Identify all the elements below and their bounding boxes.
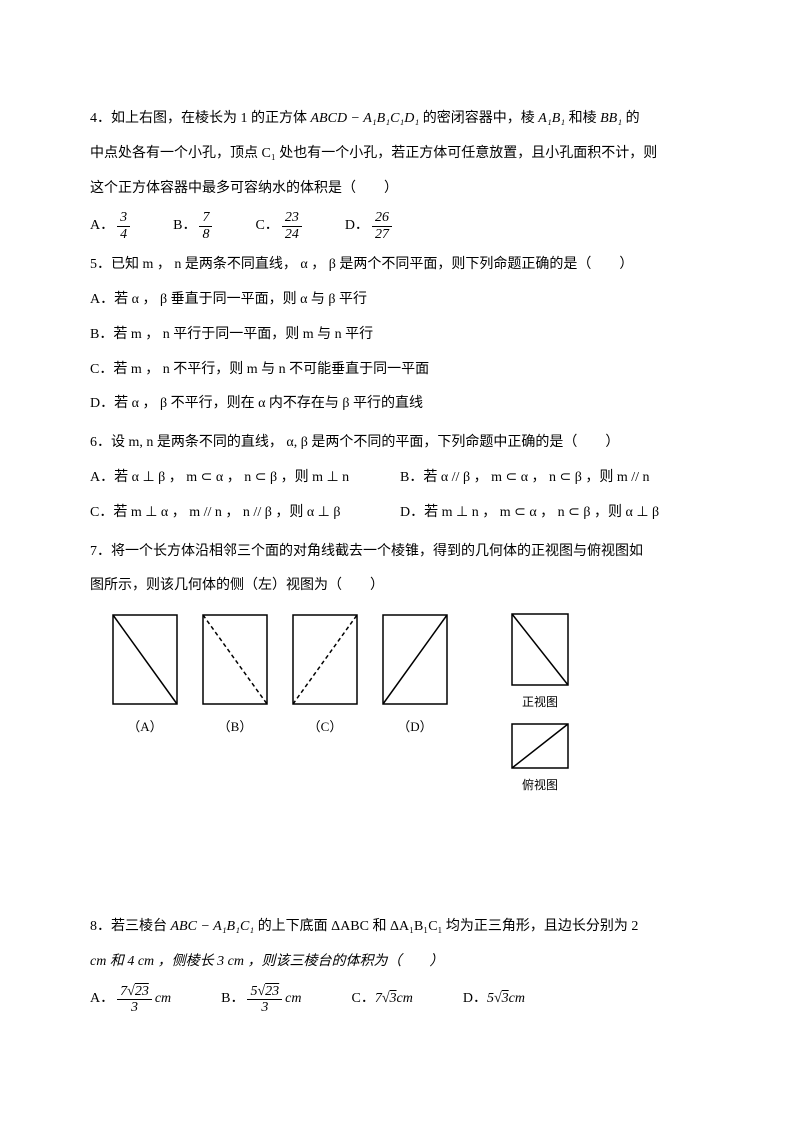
q5-option-c: C．若 m ， n 不平行，则 m 与 n 不可能垂直于同一平面 [90, 355, 710, 386]
fraction: 2324 [282, 210, 302, 242]
unit: cm [285, 984, 301, 1015]
q8-text: cm 和 4 cm ，侧棱长 3 cm ，则该三棱台的体积为（ ） [90, 954, 443, 969]
diagram-a-icon [110, 612, 180, 707]
q4-edge1: A₁B₁ [538, 111, 565, 126]
option-label: C． [255, 211, 278, 242]
q6-row2: C．若 m ⊥ α ， m // n ， n // β ，则 α ⊥ β D．若… [90, 498, 710, 529]
q8-option-d: D． 5√3cm [463, 984, 525, 1016]
q5-option-d: D．若 α ， β 不平行，则在 α 内不存在与 β 平行的直线 [90, 389, 710, 420]
q6-option-d: D．若 m ⊥ n ， m ⊂ α ， n ⊂ β ，则 α ⊥ β [400, 498, 710, 529]
option-label: B． [221, 984, 244, 1015]
q4-edge2: BB₁ [600, 111, 622, 126]
q4-cube: ABCD − A₁B₁C₁D₁ [311, 111, 420, 126]
q7-figure-b: （B） [200, 612, 270, 742]
q8-options: A． 7√23 3 cm B． 5√23 3 cm C． 7√3cm D． 5√… [90, 984, 710, 1016]
q4-line2: 中点处各有一个小孔，顶点 C₁ 处也有一个小孔，若正方体可任意放置，且小孔面积不… [90, 139, 710, 170]
q7-reference-views: 正视图 俯视图 [510, 612, 570, 798]
fraction: 34 [117, 210, 130, 242]
q4-option-a: A． 34 [90, 210, 133, 242]
option-label: C． [352, 984, 375, 1015]
q4-line3: 这个正方体容器中最多可容纳水的体积是（ ） [90, 174, 710, 205]
front-view-label: 正视图 [510, 689, 570, 715]
q7-figure-a: （A） [110, 612, 180, 742]
q6-option-c: C．若 m ⊥ α ， m // n ， n // β ，则 α ⊥ β [90, 498, 400, 529]
question-4: 4．如上右图，在棱长为 1 的正方体 ABCD − A₁B₁C₁D₁ 的密闭容器… [90, 104, 710, 242]
q8-text: 的上下底面 ΔABC 和 ΔA₁B₁C₁ 均为正三角形，且边长分别为 2 [254, 919, 638, 934]
q8-option-b: B． 5√23 3 cm [221, 984, 301, 1016]
option-label: D． [345, 211, 369, 242]
fraction: 2627 [372, 210, 392, 242]
q7-figures: （A） （B） （C） （D [110, 612, 710, 798]
question-5: 5．已知 m ， n 是两条不同直线， α ， β 是两个不同平面，则下列命题正… [90, 250, 710, 420]
q5-option-a: A．若 α ， β 垂直于同一平面，则 α 与 β 平行 [90, 285, 710, 316]
q4-line1: 4．如上右图，在棱长为 1 的正方体 ABCD − A₁B₁C₁D₁ 的密闭容器… [90, 104, 710, 135]
q8-line2: cm 和 4 cm ，侧棱长 3 cm ，则该三棱台的体积为（ ） [90, 947, 710, 978]
q4-options: A． 34 B． 78 C． 2324 D． 2627 [90, 210, 710, 242]
figure-label: （B） [200, 713, 270, 742]
top-view-label: 俯视图 [510, 772, 570, 798]
q4-text: 的密闭容器中，棱 [419, 111, 538, 126]
top-view-icon [510, 722, 570, 770]
figure-label: （A） [110, 713, 180, 742]
question-8: 8．若三棱台 ABC − A₁B₁C₁ 的上下底面 ΔABC 和 ΔA₁B₁C₁… [90, 912, 710, 1015]
page: 4．如上右图，在棱长为 1 的正方体 ABCD − A₁B₁C₁D₁ 的密闭容器… [0, 0, 800, 1083]
diagram-d-icon [380, 612, 450, 707]
spacer [90, 808, 710, 908]
unit: cm [397, 984, 413, 1015]
q4-option-b: B． 78 [173, 210, 215, 242]
q6-row1: A．若 α ⊥ β ， m ⊂ α ， n ⊂ β ，则 m ⊥ n B．若 α… [90, 463, 710, 494]
fraction: 7√23 3 [117, 984, 152, 1016]
fraction: 5√23 3 [247, 984, 282, 1016]
q4-option-d: D． 2627 [345, 210, 395, 242]
fraction: 78 [199, 210, 212, 242]
q6-option-b: B．若 α // β ， m ⊂ α ， n ⊂ β ，则 m // n [400, 463, 710, 494]
option-label: A． [90, 984, 114, 1015]
q8-prism: ABC − A₁B₁C₁ [171, 919, 255, 934]
diagram-b-icon [200, 612, 270, 707]
figure-label: （D） [380, 713, 450, 742]
q7-line2: 图所示，则该几何体的侧（左）视图为（ ） [90, 571, 710, 602]
q4-text: 的 [622, 111, 640, 126]
q5-option-b: B．若 m ， n 平行于同一平面，则 m 与 n 平行 [90, 320, 710, 351]
q7-figure-d: （D） [380, 612, 450, 742]
unit: cm [155, 984, 171, 1015]
q4-option-c: C． 2324 [255, 210, 304, 242]
q5-stem: 5．已知 m ， n 是两条不同直线， α ， β 是两个不同平面，则下列命题正… [90, 250, 710, 281]
figure-label: （C） [290, 713, 360, 742]
q8-option-c: C． 7√3cm [352, 984, 413, 1016]
q8-line1: 8．若三棱台 ABC − A₁B₁C₁ 的上下底面 ΔABC 和 ΔA₁B₁C₁… [90, 912, 710, 943]
option-label: B． [173, 211, 196, 242]
q8-text: 8．若三棱台 [90, 919, 171, 934]
option-label: A． [90, 211, 114, 242]
q6-stem: 6．设 m, n 是两条不同的直线， α, β 是两个不同的平面，下列命题中正确… [90, 428, 710, 459]
unit: cm [509, 984, 525, 1015]
q4-text: 和棱 [565, 111, 600, 126]
q7-figure-c: （C） [290, 612, 360, 742]
question-6: 6．设 m, n 是两条不同的直线， α, β 是两个不同的平面，下列命题中正确… [90, 428, 710, 528]
question-7: 7．将一个长方体沿相邻三个面的对角线截去一个棱锥，得到的几何体的正视图与俯视图如… [90, 537, 710, 798]
q7-line1: 7．将一个长方体沿相邻三个面的对角线截去一个棱锥，得到的几何体的正视图与俯视图如 [90, 537, 710, 568]
q4-text: 4．如上右图，在棱长为 1 的正方体 [90, 111, 311, 126]
option-label: D． [463, 984, 487, 1015]
q8-option-a: A． 7√23 3 cm [90, 984, 171, 1016]
front-view-icon [510, 612, 570, 687]
q6-option-a: A．若 α ⊥ β ， m ⊂ α ， n ⊂ β ，则 m ⊥ n [90, 463, 400, 494]
diagram-c-icon [290, 612, 360, 707]
